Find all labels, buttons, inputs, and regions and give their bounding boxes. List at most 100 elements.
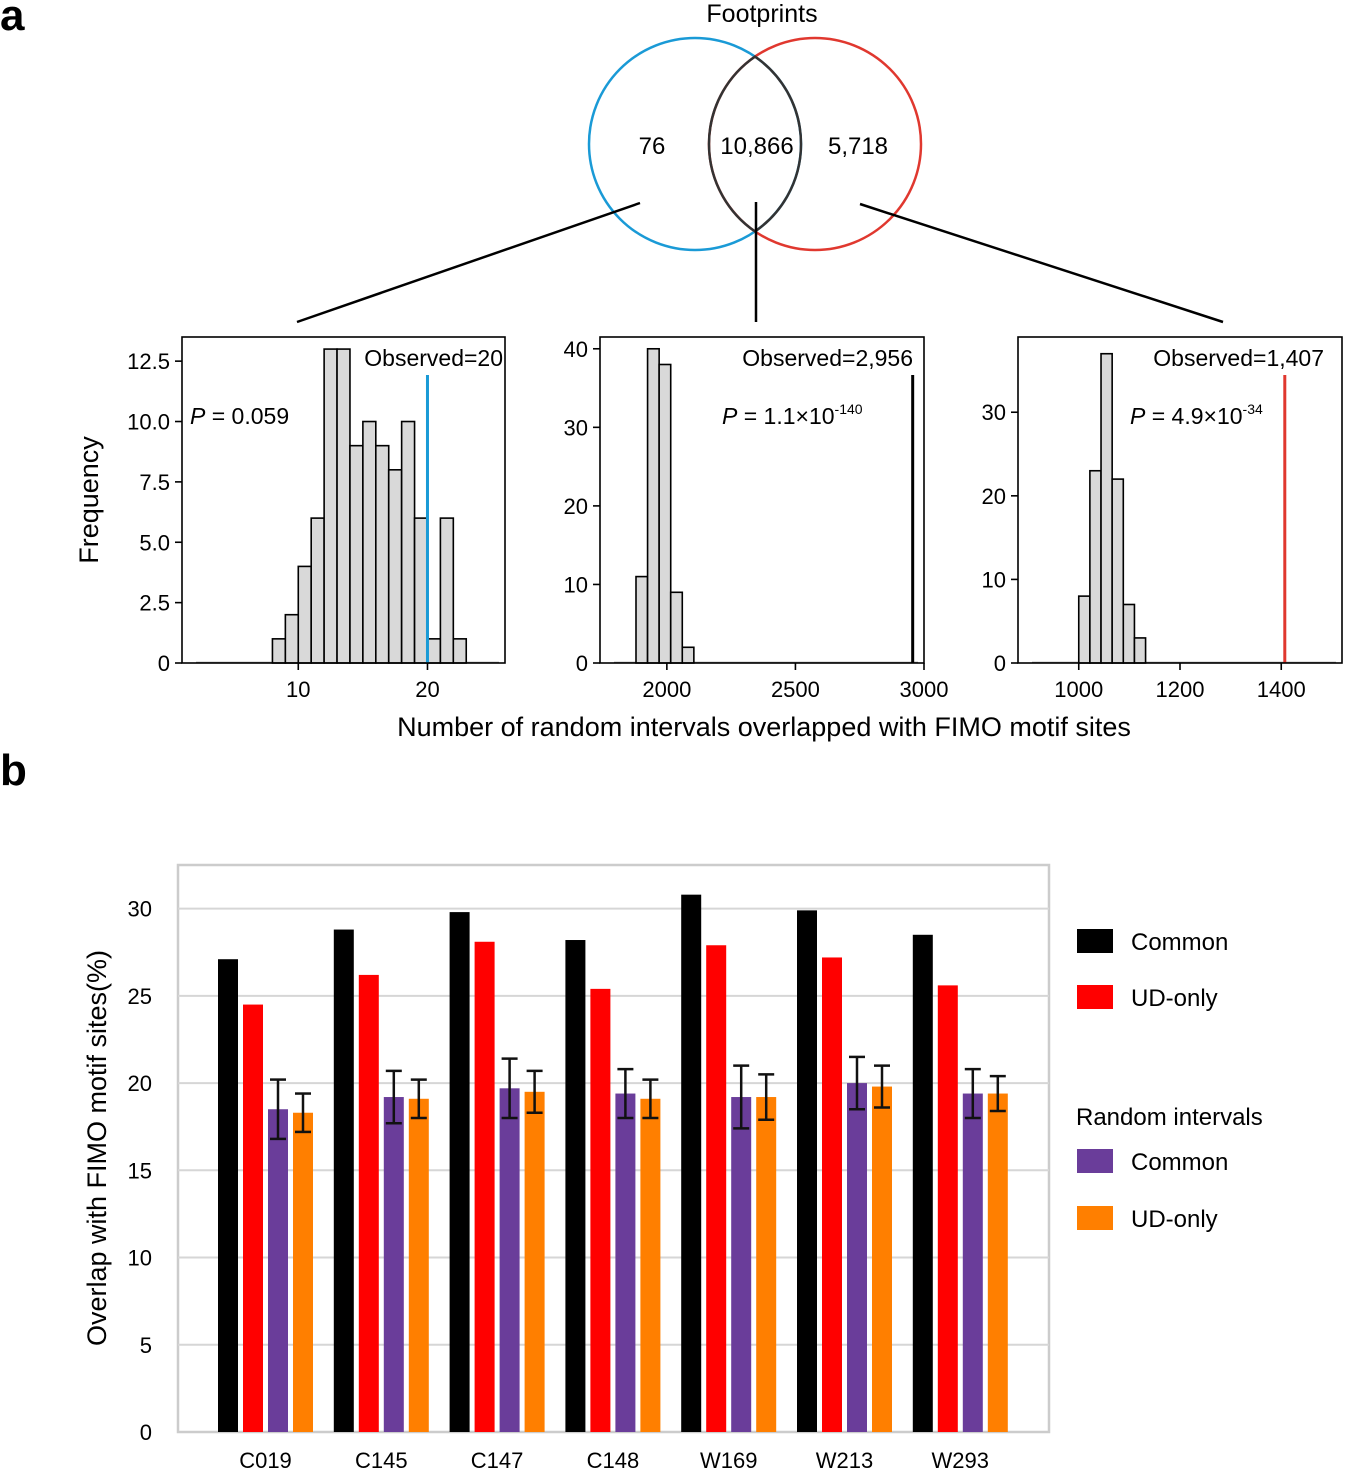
bar-random-ud-only: [408, 1098, 429, 1432]
bar-random-common: [615, 1093, 636, 1432]
panel-b-label: b: [0, 746, 27, 795]
x-tick-label: 2000: [642, 677, 691, 702]
observed-label: Observed=1,407: [1153, 345, 1324, 371]
histogram-bar: [387, 469, 403, 664]
venn-left-count: 76: [639, 133, 666, 160]
y-tick-label: 2.5: [139, 591, 170, 616]
bar-common: [449, 912, 470, 1432]
histogram-bar: [658, 363, 672, 664]
histogram-bar: [1133, 637, 1147, 664]
legend-label: UD-only: [1131, 1206, 1218, 1233]
legend-label: Common: [1131, 1149, 1228, 1176]
y-tick-label: 0: [576, 651, 588, 676]
y-axis-label: Overlap with FIMO motif sites(%): [82, 950, 112, 1346]
y-tick-label: 20: [564, 494, 588, 519]
y-axis-label: Frequency: [74, 436, 104, 564]
y-tick-label: 10: [564, 572, 588, 597]
category-label: C019: [239, 1448, 292, 1470]
y-tick-label: 10: [128, 1246, 152, 1271]
y-tick-label: 12.5: [127, 349, 170, 374]
histogram-bar: [439, 517, 455, 664]
y-tick-label: 30: [982, 400, 1006, 425]
y-tick-label: 0: [140, 1420, 152, 1445]
category-label: C148: [587, 1448, 640, 1470]
bar-random-ud-only: [640, 1098, 661, 1432]
bar-common: [681, 894, 702, 1432]
bar-random-ud-only: [524, 1091, 545, 1432]
y-tick-label: 10.0: [127, 410, 170, 435]
bar-common: [218, 959, 238, 1432]
histogram-left-only: Observed=20 P = 0.059 0 2.5 5.0 7.5 10.0 12.5 10…: [74, 336, 506, 702]
panel-a-label: a: [0, 0, 25, 40]
legend-group-title: Random intervals: [1076, 1104, 1263, 1131]
y-tick-label: 15: [128, 1158, 152, 1183]
legend-swatch: [1077, 1206, 1113, 1230]
bar-ud-only: [474, 941, 495, 1432]
histogram-bar: [297, 565, 312, 664]
histogram-bar: [362, 420, 377, 664]
connector-left: [296, 201, 641, 324]
histogram-bar: [1100, 352, 1113, 664]
axes-frame: [1017, 336, 1343, 664]
x-tick-label: 1200: [1156, 677, 1205, 702]
y-tick-label: 7.5: [139, 470, 170, 495]
legend-label: Common: [1131, 929, 1228, 956]
bar-common: [565, 940, 586, 1432]
histogram-bar: [635, 575, 649, 664]
bar-random-common: [731, 1097, 752, 1432]
legend-swatch: [1077, 929, 1113, 953]
venn-diagram: Footprints 76 10,866 5,718: [296, 0, 1224, 324]
legend-label: UD-only: [1131, 985, 1218, 1012]
y-tick-label: 30: [564, 415, 588, 440]
y-tick-label: 30: [128, 897, 152, 922]
histogram-bar: [349, 444, 364, 664]
y-tick-label: 20: [128, 1071, 152, 1096]
bar-random-common: [268, 1109, 288, 1432]
x-tick-label: 1000: [1054, 677, 1103, 702]
histogram-common: Observed=2,956 P = 1.1×10-140 0 10 20 30 40 200…: [564, 336, 948, 702]
observed-label: Observed=2,956: [742, 345, 913, 371]
histogram-bar: [310, 517, 325, 664]
category-label: W293: [932, 1448, 989, 1470]
bar-random-common: [847, 1083, 867, 1432]
p-symbol: P: [722, 403, 738, 429]
bar-common: [333, 929, 354, 1432]
histogram-bar: [1111, 478, 1125, 664]
venn-right-count: 5,718: [828, 133, 888, 160]
bar-random-common: [962, 1093, 983, 1432]
y-tick-label: 0: [994, 651, 1006, 676]
bar-random-common: [499, 1088, 520, 1432]
y-tick-label: 5: [140, 1333, 152, 1358]
histogram-bar: [271, 638, 287, 664]
histogram-bar: [336, 348, 351, 664]
histogram-bar: [413, 517, 429, 664]
bar-random-ud-only: [293, 1112, 313, 1432]
bar-ud-only: [358, 974, 379, 1432]
venn-title: Footprints: [706, 0, 817, 28]
histogram-bar: [669, 591, 684, 664]
p-symbol: P: [190, 403, 206, 429]
x-tick-label: 20: [415, 677, 439, 702]
grouped-bar-chart: 0 5 10 15 20 25 30 C019 C145 C147 C148 W169 W213 W293…: [82, 863, 1263, 1470]
p-value-label: P = 4.9×10-34: [1130, 401, 1263, 429]
y-tick-label: 20: [982, 484, 1006, 509]
venn-overlap-count: 10,866: [720, 133, 793, 160]
p-value-text: = 0.059: [205, 403, 289, 429]
plot-frame: [176, 863, 1051, 1434]
histogram-ud-only: Observed=1,407 P = 4.9×10-34 0 10 20 30 1000 12…: [982, 336, 1343, 702]
axes-frame: [599, 336, 925, 664]
shared-x-axis-label: Number of random intervals overlapped wi…: [397, 712, 1131, 742]
histogram-bar: [323, 348, 338, 664]
histogram-bar: [284, 613, 300, 664]
p-symbol: P: [1130, 403, 1146, 429]
bar-ud-only: [590, 988, 611, 1432]
p-value-label: P = 1.1×10-140: [722, 401, 863, 429]
histogram-bar: [681, 646, 695, 664]
bar-ud-only: [243, 1004, 263, 1432]
category-label: C145: [355, 1448, 408, 1470]
observed-label: Observed=20: [364, 345, 503, 371]
y-tick-label: 25: [128, 984, 152, 1009]
axes-frame: [181, 336, 506, 664]
p-value-text: = 1.1×10: [737, 403, 834, 429]
